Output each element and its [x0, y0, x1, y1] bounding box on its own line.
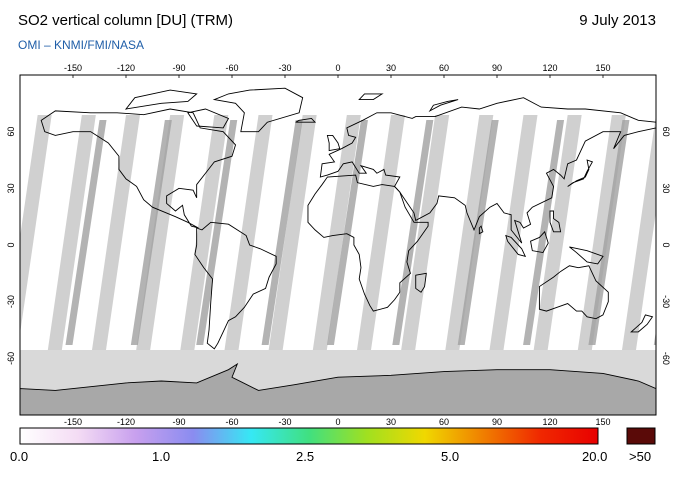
swath-stripe — [92, 115, 140, 350]
swath-stripe — [224, 115, 273, 350]
lon-label-bottom: -150 — [64, 417, 82, 427]
landmass-iceland — [295, 117, 317, 123]
swath-stripe — [401, 115, 450, 350]
satellite-swaths — [0, 115, 676, 350]
landmass-svalbard — [358, 93, 384, 101]
colorbar-label-0: 0.0 — [10, 449, 29, 464]
lat-label-left: 30 — [6, 183, 16, 193]
landmass-philippines — [549, 210, 562, 233]
swath-stripe — [312, 115, 361, 350]
lat-label-right: 60 — [661, 127, 671, 137]
lon-label-bottom: 150 — [595, 417, 610, 427]
swath-overlap — [588, 120, 630, 345]
lon-label-bottom: 60 — [439, 417, 449, 427]
lat-label-left: -60 — [6, 352, 16, 365]
landmass-baffin — [187, 108, 230, 129]
colorbar-overflow-label: >50 — [629, 449, 652, 464]
lon-label-bottom: 120 — [542, 417, 557, 427]
lon-label-top: 0 — [335, 63, 340, 73]
landmass-new-zealand — [630, 314, 654, 333]
swath-stripe — [622, 115, 656, 350]
landmass-madagascar — [415, 272, 427, 293]
lon-label-top: 60 — [439, 63, 449, 73]
graticule-labels: -150 -150 -120 -120 -90 -90 -60 -60 -30 -30 0 0 30 30… — [6, 63, 671, 427]
swath-stripe — [445, 115, 494, 350]
colorbar-label-1: 1.0 — [152, 449, 171, 464]
lon-label-bottom: 30 — [386, 417, 396, 427]
lon-label-bottom: 90 — [492, 417, 502, 427]
swath-stripe — [0, 115, 8, 350]
lon-label-bottom: 0 — [335, 417, 340, 427]
lat-label-left: 60 — [6, 127, 16, 137]
lon-label-top: 90 — [492, 63, 502, 73]
lon-label-top: -90 — [172, 63, 185, 73]
swath-stripe — [136, 115, 185, 350]
swath-stripe — [20, 115, 52, 334]
landmass-novaya-zemlya — [428, 99, 459, 113]
swath-overlap — [392, 120, 434, 345]
lon-label-top: 120 — [542, 63, 557, 73]
lat-label-right: -60 — [661, 352, 671, 365]
colorbar-label-4: 20.0 — [582, 449, 608, 464]
colorbar-overflow-box — [626, 427, 656, 445]
lon-label-top: 30 — [386, 63, 396, 73]
lat-label-left: -30 — [6, 295, 16, 308]
lon-label-top: -150 — [64, 63, 82, 73]
lat-label-left: 0 — [6, 242, 16, 247]
lat-label-right: 0 — [661, 242, 671, 247]
swath-stripe — [357, 115, 405, 350]
swath-stripe — [47, 115, 96, 350]
landmass-sri-lanka — [478, 225, 484, 235]
swath-stripe — [268, 115, 317, 350]
colorbar-gradient — [19, 427, 599, 445]
map-title: SO2 vertical column [DU] (TRM) — [18, 12, 234, 29]
swath-overlap — [653, 330, 656, 345]
colorbar-label-3: 5.0 — [441, 449, 460, 464]
lon-label-bottom: -60 — [225, 417, 238, 427]
lon-label-bottom: -90 — [172, 417, 185, 427]
landmass-japan — [567, 159, 594, 187]
swath-overlap — [261, 120, 303, 345]
swath-overlap — [65, 120, 107, 345]
lon-label-bottom: -120 — [117, 417, 135, 427]
swath-overlap — [457, 120, 499, 345]
landmass-borneo — [530, 230, 549, 254]
swath-stripe — [666, 115, 676, 350]
lon-label-top: -120 — [117, 63, 135, 73]
lat-label-right: 30 — [661, 183, 671, 193]
landmass-eurasia — [319, 97, 656, 244]
landmass-africa — [307, 174, 429, 312]
landmass-greenland — [212, 87, 304, 133]
landmass-new-guinea — [569, 246, 604, 265]
lat-label-right: -30 — [661, 295, 671, 308]
lon-label-bottom: -30 — [278, 417, 291, 427]
lon-label-top: -60 — [225, 63, 238, 73]
swath-stripe — [577, 115, 626, 350]
landmass-arctic-islands — [124, 89, 198, 110]
lon-label-top: 150 — [595, 63, 610, 73]
colorbar — [19, 427, 656, 445]
swath-overlap — [130, 120, 172, 345]
landmass-australia — [538, 265, 609, 320]
landmass-sumatra — [505, 234, 527, 258]
colorbar-label-2: 2.5 — [296, 449, 315, 464]
map-date: 9 July 2013 — [579, 12, 656, 29]
swath-overlap — [196, 120, 238, 345]
landmass-south-america — [194, 221, 277, 350]
landmass-uk — [326, 134, 341, 152]
lon-label-top: -30 — [278, 63, 291, 73]
swath-stripe — [180, 115, 229, 350]
continents — [20, 87, 656, 415]
landmass-north-america — [40, 108, 237, 229]
antarctica — [20, 362, 656, 415]
swath-stripe — [533, 115, 582, 350]
swath-overlap — [326, 120, 368, 345]
data-credit: OMI – KNMI/FMI/NASA — [18, 38, 145, 52]
